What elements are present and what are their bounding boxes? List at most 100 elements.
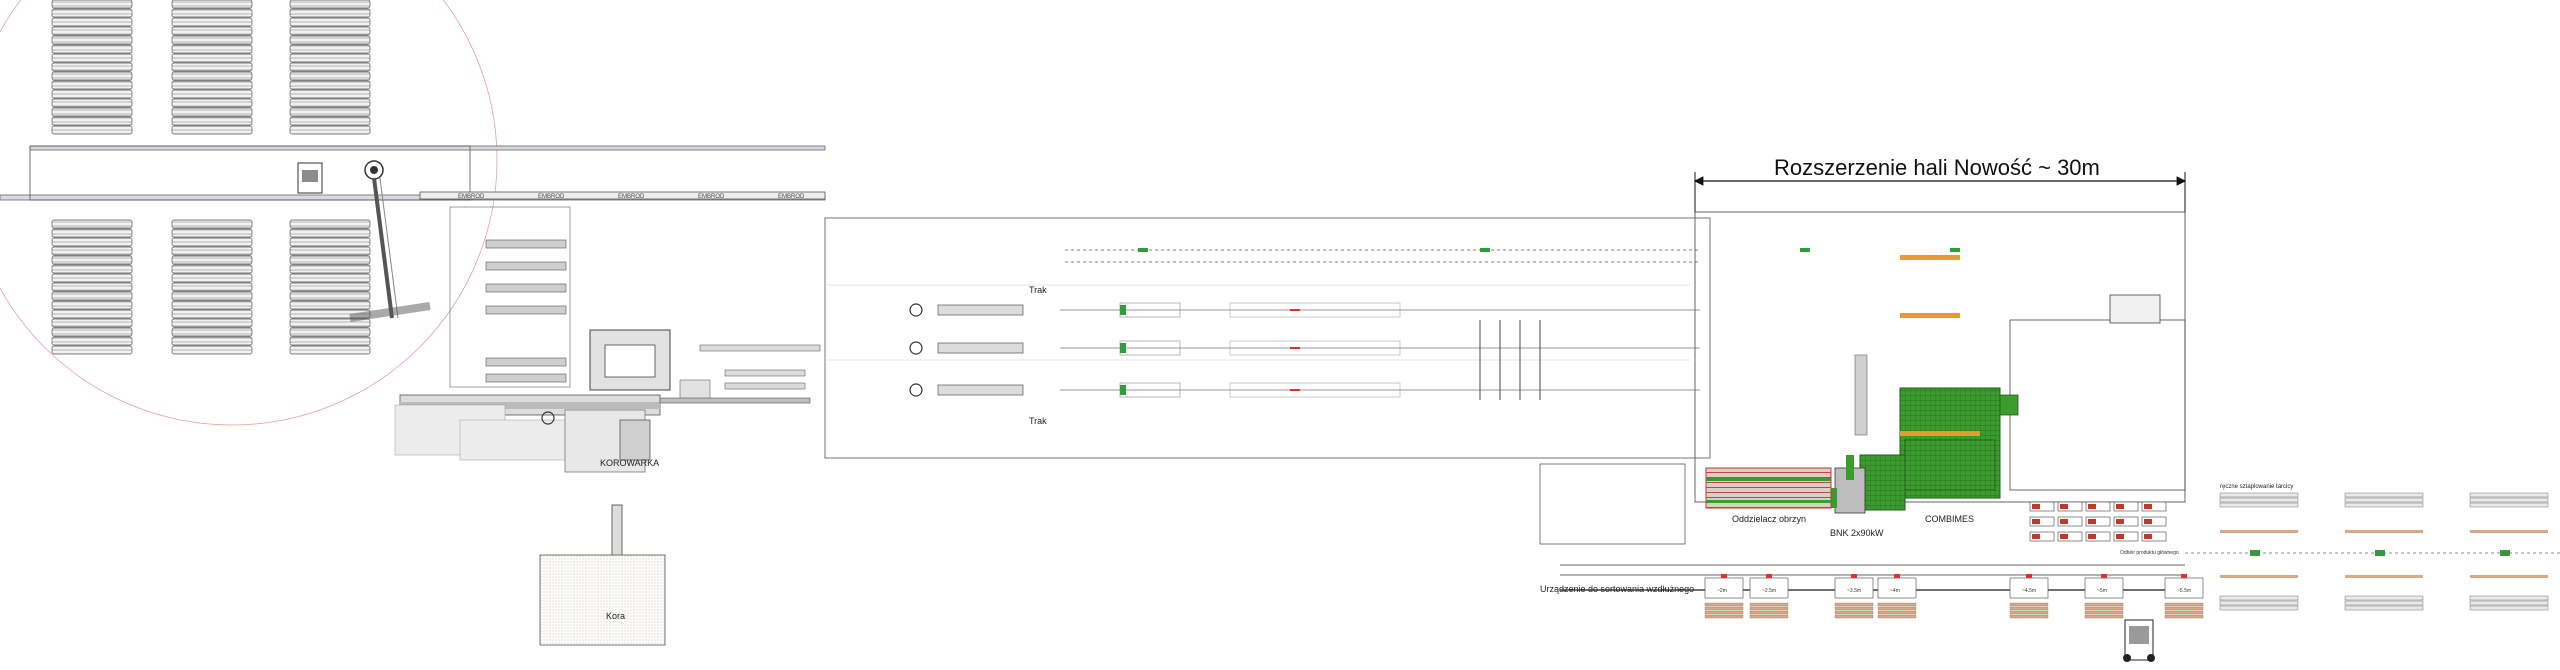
cabinet-indicator (2088, 504, 2096, 509)
log-stack (51, 237, 133, 247)
cabinet (2113, 516, 2139, 527)
log-stack (51, 336, 133, 346)
crane-cabin (297, 160, 399, 319)
bin-length-label: ~5m (2097, 588, 2107, 594)
green-flow-marker (1800, 248, 1810, 252)
log-stack (289, 264, 371, 274)
log-stack (51, 318, 133, 328)
board-pile (2219, 595, 2299, 601)
embrod-brand-text: EMBROD (538, 194, 565, 200)
log-stack (171, 255, 253, 265)
log-stack (289, 282, 371, 292)
control-panel-boxes (2029, 501, 2167, 542)
board-pile (2469, 605, 2549, 611)
edging-separator (1705, 467, 1832, 509)
log-stack (171, 309, 253, 319)
log-stack (289, 116, 371, 126)
board-stack (1834, 602, 1874, 607)
log-infeed-deck (349, 206, 571, 388)
log-stack (289, 318, 371, 328)
embrod-brand-text: EMBROD (778, 194, 805, 200)
log-stack (51, 62, 133, 72)
board-stack (1704, 606, 1744, 611)
board-pile (2220, 575, 2298, 578)
cabinet (2085, 531, 2111, 542)
saw-head (909, 303, 923, 317)
bin-length-label: ~5.5m (2177, 588, 2191, 594)
log-stack (289, 336, 371, 346)
log-stack (51, 80, 133, 90)
log-stack (171, 273, 253, 283)
forklift (2123, 619, 2155, 662)
board-stack (1749, 610, 1789, 615)
saw-head (909, 341, 923, 355)
cabinet-indicator (2144, 504, 2152, 509)
log-stack (171, 228, 253, 238)
board-stack (2084, 602, 2124, 607)
board-pile (2469, 595, 2549, 601)
log-stack (171, 44, 253, 54)
board-stack (2164, 602, 2204, 607)
cabinet-indicator (2060, 504, 2068, 509)
log-yard-stacks (51, 0, 371, 355)
cabinet-indicator (2060, 519, 2068, 524)
log-stack (171, 125, 253, 135)
bark-storage-area (539, 554, 666, 646)
log-stack (171, 62, 253, 72)
log-stack (289, 8, 371, 18)
embrod-brand-text: EMBROD (458, 194, 485, 200)
log-stack (51, 246, 133, 256)
board-pile (2470, 530, 2548, 533)
sawmill-hall (824, 217, 1711, 459)
log-stack (51, 89, 133, 99)
bin-length-label: ~3.5m (1847, 588, 1861, 594)
log-stack (51, 273, 133, 283)
cabinet-indicator (2060, 534, 2068, 539)
green-flow-marker (2250, 550, 2260, 556)
cabinet-indicator (2088, 519, 2096, 524)
cabinet (2057, 516, 2083, 527)
board-stack (1877, 606, 1917, 611)
cabinet-indicator (2032, 504, 2040, 509)
kora-label: Kora (606, 611, 625, 621)
cabinet (2029, 531, 2055, 542)
log-stack (289, 53, 371, 63)
log-stack (289, 228, 371, 238)
bin-marker (2101, 574, 2107, 578)
infeed-deck (937, 304, 1024, 316)
extension-title: Rozszerzenie hali Nowość ~ 30m (1774, 155, 2100, 180)
bin-length-label: ~4.5m (2022, 588, 2036, 594)
board-stack (1877, 602, 1917, 607)
board-stack (2084, 614, 2124, 619)
board-stack (1704, 602, 1744, 607)
log-stack (51, 345, 133, 355)
board-stack (2009, 606, 2049, 611)
bin-length-label: ~2.5m (1762, 588, 1776, 594)
log-stack (51, 291, 133, 301)
log-stack (289, 107, 371, 117)
orange-marker (1900, 255, 1960, 260)
log-stack (51, 309, 133, 319)
log-stack (171, 327, 253, 337)
log-stack (289, 71, 371, 81)
bin-length-label: ~2m (1717, 588, 1727, 594)
log-stack (51, 282, 133, 292)
board-pile (2344, 595, 2424, 601)
board-pile (2345, 530, 2423, 533)
board-stack (1834, 606, 1874, 611)
bnk-label: BNK 2x90kW (1830, 528, 1884, 538)
board-pile (2219, 497, 2299, 503)
cabinet-indicator (2116, 534, 2124, 539)
log-stack (289, 89, 371, 99)
log-stack (171, 0, 253, 9)
korowarka-label: KOROWARKA (600, 458, 659, 468)
board-stack (1877, 610, 1917, 615)
board-stack (2009, 602, 2049, 607)
log-stack (51, 35, 133, 45)
saw-lines (909, 248, 1960, 400)
korowarka-building (394, 329, 821, 473)
board-pile (2469, 492, 2549, 498)
cabinet-indicator (2088, 534, 2096, 539)
board-stack (1749, 614, 1789, 619)
bin-marker (1851, 574, 1857, 578)
